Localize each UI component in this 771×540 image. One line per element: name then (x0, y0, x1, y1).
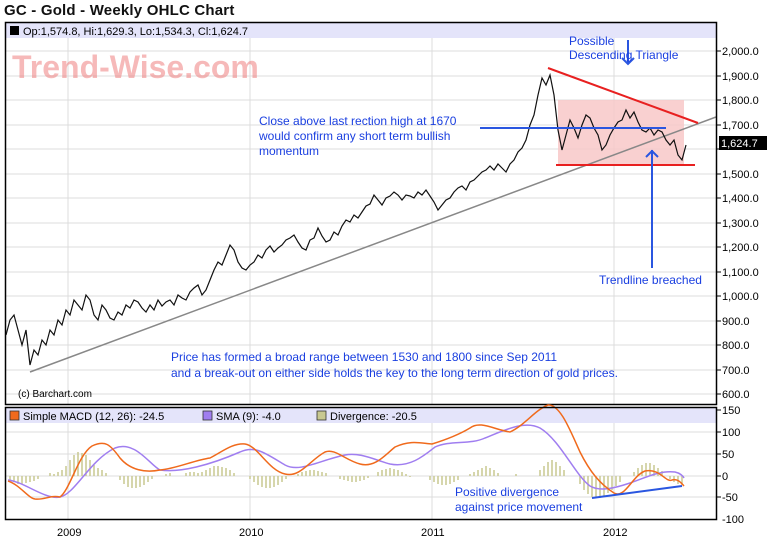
price-tick: 1,200.0 (722, 242, 759, 254)
divergence-legend-text: Divergence: -20.5 (330, 411, 417, 423)
annotation-divergence-1: Positive divergence (455, 485, 559, 499)
macd-swatch (9, 410, 20, 421)
price-tick: 1,300.0 (722, 218, 759, 230)
macd-tick: -100 (722, 514, 744, 526)
sma-legend-text: SMA (9): -4.0 (216, 411, 281, 423)
sma-swatch (202, 410, 213, 421)
last-price-label: 1,624.7 (721, 138, 758, 150)
annotation-triangle-2: Descending Triangle (569, 48, 679, 62)
annotation-range-1: Price has formed a broad range between 1… (171, 350, 557, 364)
divergence-swatch (316, 410, 327, 421)
price-tick: 2,000.0 (722, 46, 759, 58)
macd-legend-bar (6, 408, 716, 423)
price-gridlines (6, 22, 716, 404)
sma-line (7, 424, 685, 498)
macd-legend-text: Simple MACD (12, 26): -24.5 (23, 411, 164, 423)
x-tick: 2010 (239, 527, 263, 539)
watermark: Trend-Wise.com (12, 49, 259, 85)
ohlc-legend-swatch (10, 26, 19, 35)
range-box (558, 100, 684, 165)
triangle-arrowhead-icon (621, 57, 635, 66)
uptrend-line (29, 116, 717, 373)
price-tick: 1,500.0 (722, 169, 759, 181)
x-tick: 2011 (421, 527, 445, 539)
price-series (5, 72, 687, 366)
macd-axis: 150 100 50 0 -50 -100 (716, 405, 744, 526)
price-tick: 900.0 (722, 316, 750, 328)
macd-line (7, 404, 685, 500)
ohlc-legend-bar (6, 23, 716, 38)
price-tick: 1,900.0 (722, 71, 759, 83)
divergence-trendline (591, 485, 683, 499)
price-tick: 1,800.0 (722, 95, 759, 107)
price-tick: 700.0 (722, 365, 750, 377)
annotation-triangle-1: Possible (569, 34, 615, 48)
x-tick: 2009 (57, 527, 81, 539)
macd-tick: 50 (722, 449, 734, 461)
descending-resistance-line (547, 67, 699, 124)
ohlc-legend-text: Op:1,574.8, Hi:1,629.3, Lo:1,534.3, Cl:1… (23, 26, 248, 38)
price-axis: 2,000.0 1,900.0 1,800.0 1,700.0 1,624.7 … (716, 46, 767, 401)
macd-tick: 100 (722, 427, 740, 439)
copyright-text: (c) Barchart.com (18, 389, 92, 400)
price-tick: 1,400.0 (722, 193, 759, 205)
price-tick: 1,000.0 (722, 291, 759, 303)
trendline-arrowhead-icon (645, 149, 659, 158)
annotation-resistance-2: would confirm any short term bullish (258, 129, 450, 143)
x-tick: 2012 (603, 527, 627, 539)
annotation-range-2: and a break-out on either side holds the… (171, 366, 618, 380)
annotation-divergence-2: against price movement (455, 500, 583, 514)
price-tick: 1,100.0 (722, 267, 759, 279)
price-panel-frame (4, 21, 718, 406)
price-tick: 600.0 (722, 389, 750, 401)
divergence-histogram (9, 452, 683, 498)
annotation-resistance-3: momentum (259, 144, 319, 158)
macd-tick: 0 (722, 471, 728, 483)
last-price-badge (719, 136, 767, 150)
macd-tick: -50 (722, 492, 738, 504)
chart-title: GC - Gold - Weekly OHLC Chart (4, 2, 235, 19)
annotation-trendline: Trendline breached (599, 273, 702, 287)
macd-panel-frame (4, 406, 718, 521)
macd-panel: Simple MACD (12, 26): -24.5 SMA (9): -4.… (4, 404, 718, 521)
price-tick: 800.0 (722, 340, 750, 352)
price-tick: 1,700.0 (722, 120, 759, 132)
x-axis: 2009 2010 2011 2012 (57, 527, 627, 539)
annotation-resistance-1: Close above last rection high at 1670 (259, 114, 457, 128)
macd-tick: 150 (722, 405, 740, 417)
price-panel: Op:1,574.8, Hi:1,629.3, Lo:1,534.3, Cl:1… (4, 21, 718, 406)
